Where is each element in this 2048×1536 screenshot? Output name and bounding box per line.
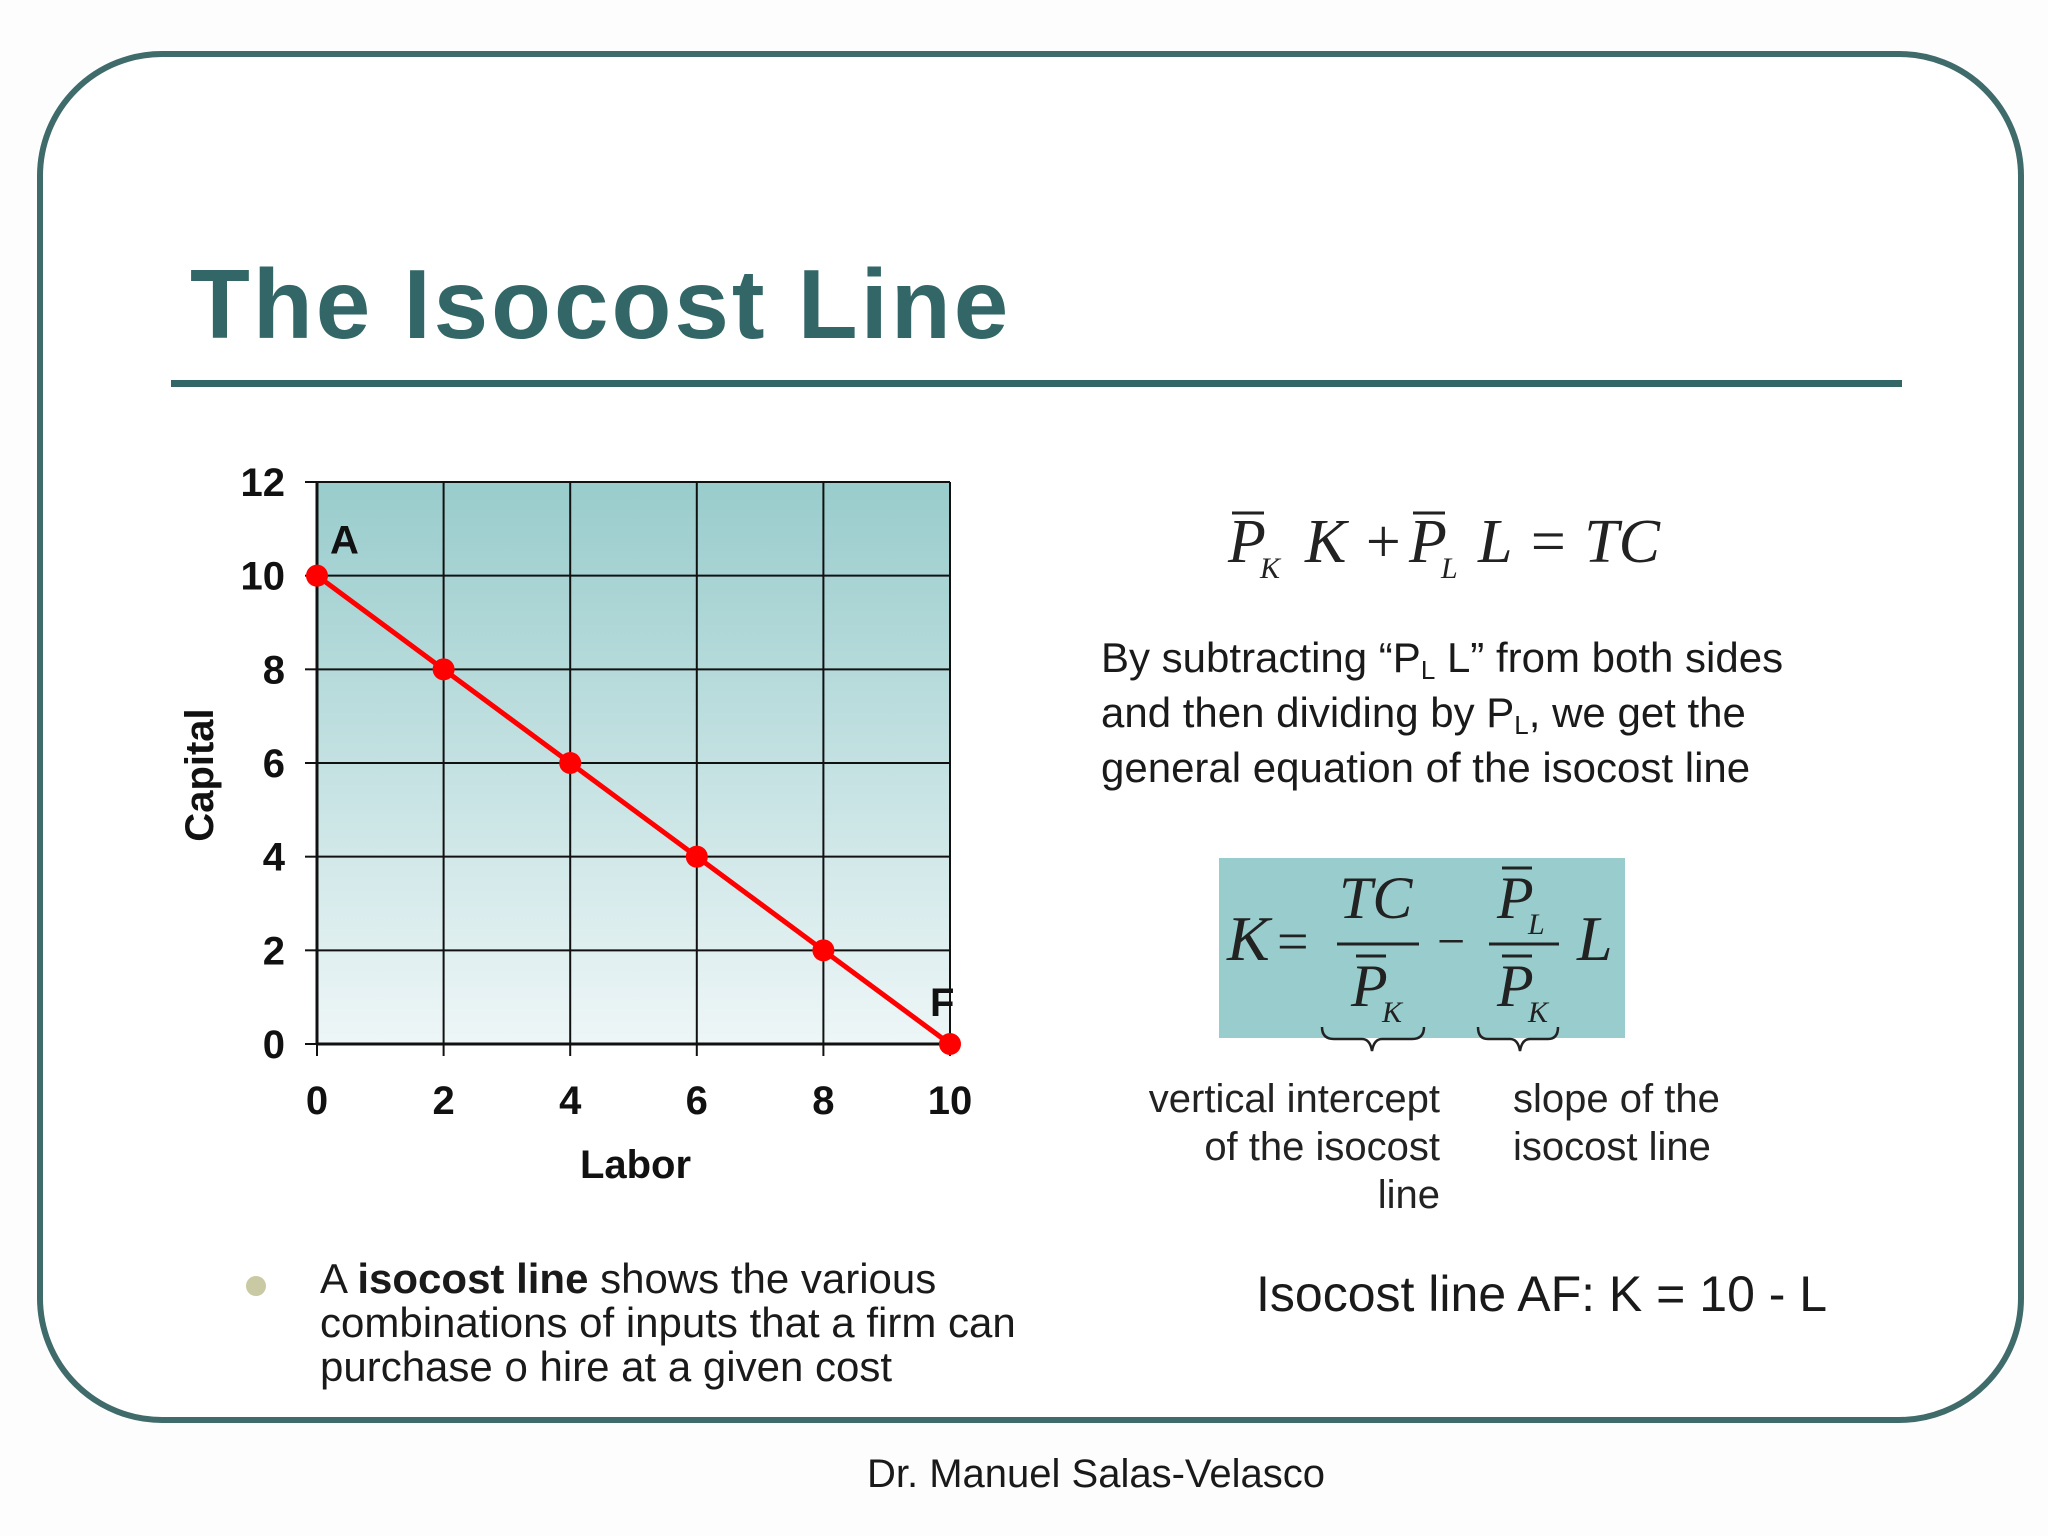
- y-tick-label: 4: [263, 836, 286, 880]
- y-tick-label: 6: [263, 742, 285, 786]
- isocost-line: [315, 573, 952, 1047]
- point-label-a: A: [330, 519, 359, 563]
- y-tick-label: 2: [263, 929, 285, 973]
- y-tick-label: 10: [241, 555, 286, 599]
- equation-l: L: [1576, 903, 1613, 974]
- author-footer: Dr. Manuel Salas-Velasco: [866, 1452, 1325, 1496]
- price-labor-symbol: P: [1408, 508, 1447, 576]
- general-equation-box: [1219, 858, 1625, 1038]
- intercept-brace: [1320, 1026, 1426, 1052]
- description-text: By subtracting “PL L” from both sides an…: [1101, 634, 1784, 791]
- intercept-caption: vertical intercept of the isocost line: [1148, 1077, 1440, 1217]
- y-tick-label: 12: [241, 461, 286, 505]
- data-point: [432, 658, 455, 681]
- y-tick-label: 8: [263, 648, 285, 692]
- equation-equals: =: [1277, 911, 1309, 973]
- bullet-dot: [246, 1276, 266, 1296]
- point-label-f: F: [930, 981, 954, 1025]
- slide-title: The Isocost Line: [190, 249, 1012, 359]
- x-axis-label: Labor: [580, 1143, 691, 1187]
- data-point: [306, 564, 328, 587]
- equation-k: K: [1226, 903, 1273, 974]
- slope-caption: slope of the isocost line: [1513, 1077, 1720, 1169]
- denominator-pk: P: [1350, 953, 1388, 1019]
- equation-tc: TC: [1339, 865, 1413, 931]
- bullet-text: A isocost line shows the various combina…: [320, 1255, 1016, 1390]
- chart-annotations: AF: [330, 519, 954, 1025]
- numerator-pl-sub: L: [1527, 908, 1545, 941]
- denominator-pk-2: P: [1496, 953, 1534, 1019]
- y-axis-label: Capital: [178, 708, 222, 841]
- x-tick-label: 2: [432, 1079, 454, 1123]
- data-point: [559, 752, 582, 774]
- x-tick-label: 10: [928, 1079, 973, 1123]
- cost-equation: P K K + P L L = TC: [1227, 508, 1661, 585]
- chart-series: [306, 564, 961, 1055]
- subscript-k: K: [1259, 552, 1282, 585]
- equation-left-term: K +: [1304, 508, 1404, 576]
- x-tick-label: 8: [812, 1079, 834, 1123]
- data-point: [812, 939, 835, 962]
- x-tick-label: 6: [686, 1079, 708, 1123]
- chart-tick-labels: 0 2 4 6 8 10 12 0 2 4 6 8 10: [241, 461, 973, 1123]
- denominator-pk-sub: K: [1381, 996, 1404, 1029]
- title-underline: [171, 380, 1902, 387]
- y-tick-label: 0: [263, 1023, 285, 1067]
- slope-brace: [1476, 1026, 1560, 1052]
- price-capital-symbol: P: [1227, 508, 1266, 576]
- equation-braces: [1320, 1026, 1560, 1052]
- isocost-af-equation: Isocost line AF: K = 10 - L: [1256, 1266, 1828, 1322]
- equation-minus: −: [1437, 913, 1465, 969]
- general-equation: K = TC P K − P L P K L: [1226, 865, 1613, 1029]
- equation-right-term: L = TC: [1477, 508, 1661, 576]
- subscript-l: L: [1440, 552, 1458, 585]
- numerator-pl: P: [1496, 865, 1534, 931]
- denominator-pk-2-sub: K: [1527, 996, 1550, 1029]
- data-point: [685, 845, 708, 868]
- x-tick-label: 0: [306, 1079, 328, 1123]
- data-point: [939, 1033, 961, 1055]
- x-tick-label: 4: [559, 1079, 582, 1123]
